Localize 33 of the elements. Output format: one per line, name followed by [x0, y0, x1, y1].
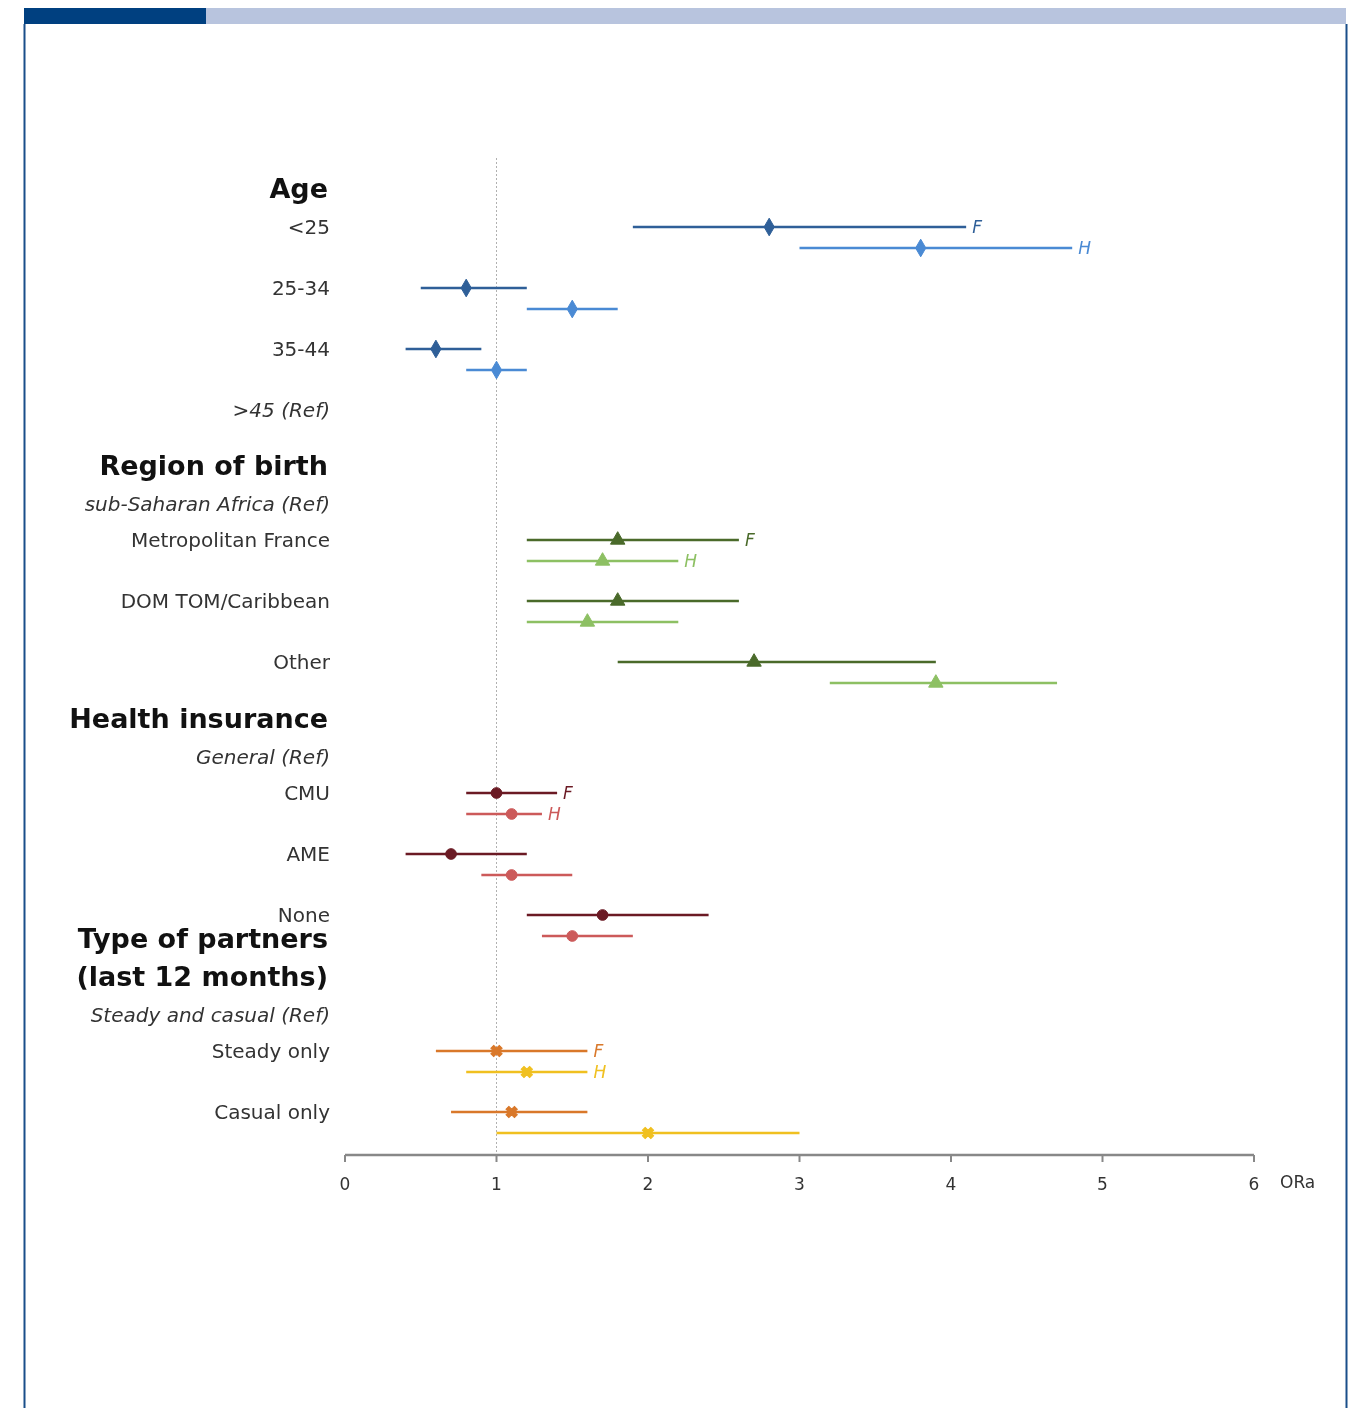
y-tick-label: DOM TOM/Caribbean	[120, 589, 330, 613]
y-tick-label: General (Ref)	[195, 745, 330, 769]
y-tick-label: Age	[269, 173, 328, 204]
text: H	[1078, 238, 1092, 258]
y-tick-label: Casual only	[214, 1100, 331, 1124]
x-tick-label: 0	[339, 1174, 351, 1194]
y-tick-label: Other	[273, 650, 331, 674]
y-tick-label: <25	[287, 215, 330, 239]
text: F	[744, 530, 755, 550]
y-tick-label: Health insurance	[69, 703, 328, 734]
x-tick-label: 6	[1248, 1174, 1260, 1194]
y-tick-label: Region of birth	[99, 450, 328, 481]
y-tick-label: 35-44	[271, 337, 330, 361]
text: F	[972, 217, 983, 237]
x-tick-label: 5	[1097, 1174, 1108, 1194]
y-tick-label: Steady and casual (Ref)	[90, 1003, 330, 1027]
y-tick-label: sub-Saharan Africa (Ref)	[84, 492, 330, 516]
y-tick-label: Metropolitan France	[130, 528, 330, 552]
x-tick-label: 1	[491, 1174, 502, 1194]
text: H	[684, 551, 698, 571]
series-label: H	[547, 804, 561, 824]
y-tick-label: 25-34	[271, 276, 330, 300]
y-tick-label: Steady only	[211, 1039, 331, 1063]
x-tick-label: 4	[945, 1174, 957, 1194]
x-axis-title: ORa	[1280, 1172, 1316, 1192]
y-tick-label: AME	[286, 842, 330, 866]
text: H	[593, 1062, 607, 1082]
y-tick-label: CMU	[284, 781, 330, 805]
y-tick-label: >45 (Ref)	[232, 398, 330, 422]
text: F	[563, 783, 574, 803]
text: F	[593, 1041, 604, 1061]
x-tick-label: 3	[794, 1174, 805, 1194]
x-tick-label: 2	[642, 1174, 654, 1194]
